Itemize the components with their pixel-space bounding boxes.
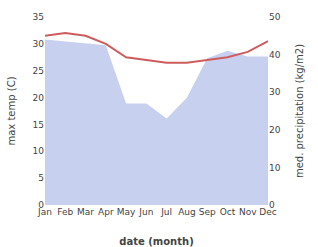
svg-text:30: 30 — [269, 87, 281, 97]
svg-text:Feb: Feb — [57, 207, 73, 217]
svg-text:Jun: Jun — [138, 207, 153, 217]
svg-text:med. precipitation (kg/m2): med. precipitation (kg/m2) — [294, 44, 305, 178]
svg-text:Aug: Aug — [178, 207, 196, 217]
svg-text:0: 0 — [38, 200, 44, 210]
svg-text:30: 30 — [33, 39, 45, 49]
svg-text:20: 20 — [269, 125, 281, 135]
svg-text:35: 35 — [33, 12, 44, 22]
svg-text:15: 15 — [33, 120, 44, 130]
svg-text:10: 10 — [269, 163, 281, 173]
svg-text:date (month): date (month) — [119, 236, 193, 247]
svg-text:Apr: Apr — [98, 207, 114, 217]
svg-text:Jan: Jan — [37, 207, 52, 217]
svg-text:Mar: Mar — [77, 207, 94, 217]
svg-text:40: 40 — [269, 50, 281, 60]
svg-text:May: May — [117, 207, 136, 217]
svg-text:Dec: Dec — [259, 207, 276, 217]
svg-text:25: 25 — [33, 66, 44, 76]
svg-text:Jul: Jul — [160, 207, 172, 217]
svg-text:Nov: Nov — [239, 207, 257, 217]
svg-text:max temp (C): max temp (C) — [6, 76, 17, 145]
svg-text:Oct: Oct — [220, 207, 236, 217]
svg-text:0: 0 — [269, 200, 275, 210]
svg-text:Sep: Sep — [199, 207, 216, 217]
svg-text:50: 50 — [269, 12, 281, 22]
svg-text:10: 10 — [33, 146, 45, 156]
svg-text:20: 20 — [33, 93, 45, 103]
svg-text:5: 5 — [38, 173, 44, 183]
